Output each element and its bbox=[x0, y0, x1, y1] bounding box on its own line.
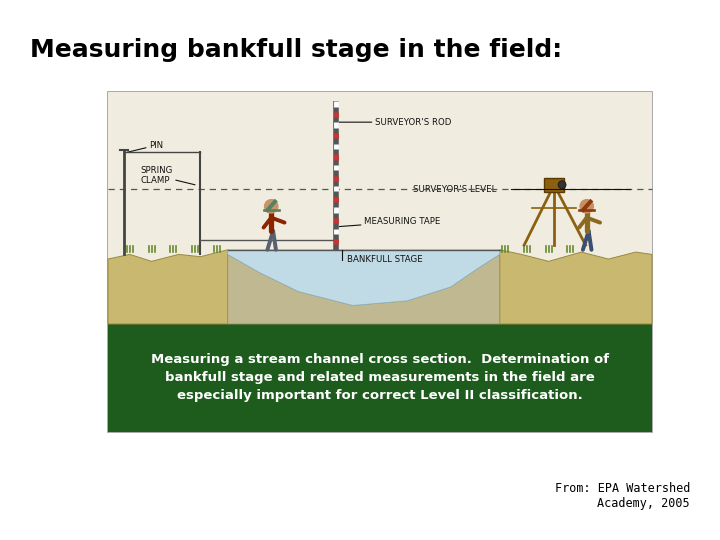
Polygon shape bbox=[108, 250, 228, 324]
Circle shape bbox=[558, 181, 566, 189]
Text: SURVEYOR'S LEVEL: SURVEYOR'S LEVEL bbox=[413, 185, 496, 194]
Polygon shape bbox=[500, 250, 652, 324]
Polygon shape bbox=[228, 254, 500, 324]
Text: Measuring bankfull stage in the field:: Measuring bankfull stage in the field: bbox=[30, 38, 562, 62]
Bar bbox=[108, 324, 652, 432]
Bar bbox=[108, 92, 652, 324]
Text: SPRING
CLAMP: SPRING CLAMP bbox=[140, 166, 195, 185]
Text: PIN: PIN bbox=[127, 141, 163, 152]
Circle shape bbox=[264, 200, 278, 213]
Text: Measuring a stream channel cross section.  Determination of
bankfull stage and r: Measuring a stream channel cross section… bbox=[151, 354, 609, 402]
Text: SURVEYOR'S ROD: SURVEYOR'S ROD bbox=[339, 118, 451, 127]
Circle shape bbox=[580, 200, 593, 213]
Text: From: EPA Watershed
Academy, 2005: From: EPA Watershed Academy, 2005 bbox=[554, 482, 690, 510]
Text: BANKFULL STAGE: BANKFULL STAGE bbox=[347, 254, 423, 264]
Text: MEASURING TAPE: MEASURING TAPE bbox=[339, 218, 440, 227]
Bar bbox=[544, 178, 564, 192]
Polygon shape bbox=[228, 250, 500, 306]
Bar bbox=[108, 92, 652, 432]
